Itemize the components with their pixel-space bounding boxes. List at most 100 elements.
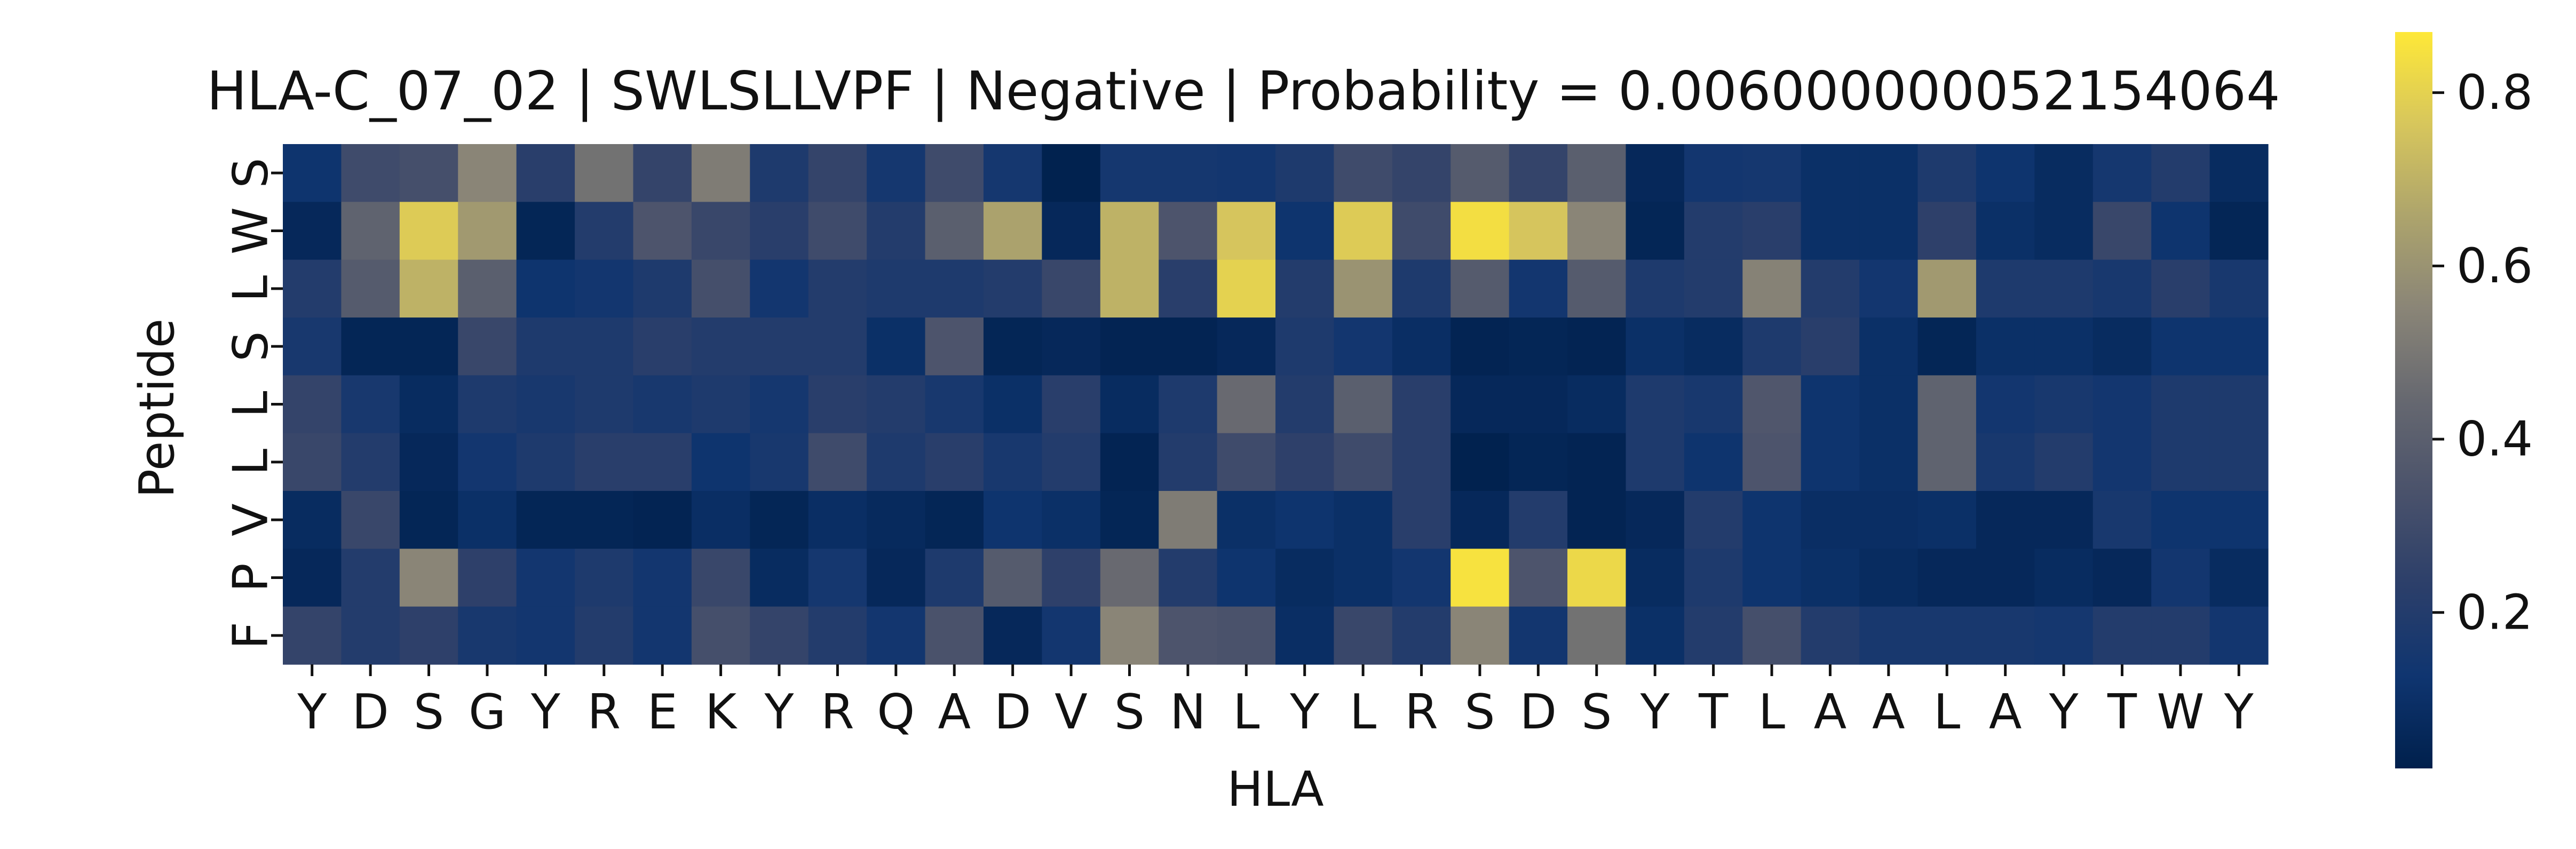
heatmap-cell — [1217, 375, 1276, 434]
heatmap-cell — [399, 318, 458, 376]
y-tick-label: F — [223, 622, 279, 649]
heatmap-cell — [1159, 606, 1218, 665]
heatmap-cell — [1451, 375, 1510, 434]
heatmap-cell — [1917, 318, 1977, 376]
heatmap-cell — [691, 144, 750, 202]
heatmap-cell — [1100, 606, 1159, 665]
heatmap-cell — [925, 491, 984, 549]
heatmap-cell — [1334, 259, 1393, 318]
heatmap-cell — [1567, 318, 1627, 376]
heatmap-cell — [1859, 549, 1919, 607]
heatmap-cell — [808, 491, 867, 549]
heatmap-cell — [516, 259, 575, 318]
heatmap-cell — [1917, 549, 1977, 607]
heatmap-cell — [399, 433, 458, 491]
heatmap-cell — [1742, 491, 1802, 549]
heatmap-cell — [691, 606, 750, 665]
heatmap-cell — [1917, 202, 1977, 260]
heatmap-cell — [1801, 202, 1860, 260]
x-tick-label: A — [1814, 684, 1847, 740]
heatmap-cell — [575, 202, 634, 260]
colorbar-tick-label: 0.6 — [2456, 238, 2533, 294]
heatmap-cell — [2151, 491, 2210, 549]
heatmap-cell — [1451, 144, 1510, 202]
heatmap-cell — [925, 433, 984, 491]
x-tick-label: A — [1872, 684, 1905, 740]
heatmap-cell — [925, 375, 984, 434]
heatmap-cell — [283, 318, 342, 376]
y-tick-label: L — [223, 391, 279, 417]
colorbar-ticks: 0.2 0.4 0.6 0.8 — [2432, 65, 2533, 640]
heatmap-cell — [341, 606, 400, 665]
heatmap-cell — [575, 259, 634, 318]
heatmap-cell — [458, 606, 517, 665]
heatmap-cell — [1100, 433, 1159, 491]
heatmap-cell — [2092, 375, 2152, 434]
x-tick-label: D — [994, 684, 1031, 740]
heatmap-cell — [750, 144, 809, 202]
heatmap-cell — [633, 433, 692, 491]
heatmap-cell — [1976, 259, 2035, 318]
heatmap-cell — [1159, 549, 1218, 607]
heatmap-cell — [2209, 491, 2269, 549]
chart-title: HLA-C_07_02 | SWLSLLVPF | Negative | Pro… — [207, 60, 2280, 122]
heatmap-cell — [399, 144, 458, 202]
heatmap-cell — [2092, 318, 2152, 376]
heatmap-cell — [341, 433, 400, 491]
heatmap-cell — [1801, 549, 1860, 607]
heatmap-cell — [1392, 259, 1451, 318]
heatmap-cell — [1801, 144, 1860, 202]
heatmap-cell — [1100, 549, 1159, 607]
heatmap-cell — [2092, 144, 2152, 202]
x-tick-label: D — [1520, 684, 1557, 740]
heatmap-cell — [1275, 375, 1335, 434]
heatmap-cell — [925, 202, 984, 260]
heatmap-cell — [633, 491, 692, 549]
heatmap-cell — [983, 433, 1042, 491]
heatmap-cell — [2151, 606, 2210, 665]
heatmap-cell — [691, 259, 750, 318]
x-tick-label: Y — [2049, 684, 2079, 740]
x-tick-label: W — [2157, 684, 2204, 740]
x-tick-label: E — [647, 684, 678, 740]
heatmap-cell — [1275, 144, 1335, 202]
heatmap-cell — [983, 375, 1042, 434]
heatmap-cell — [2151, 318, 2210, 376]
heatmap-cell — [1392, 491, 1451, 549]
heatmap-cell — [2151, 259, 2210, 318]
heatmap-cell — [1626, 549, 1685, 607]
heatmap-cell — [1042, 549, 1101, 607]
heatmap-cell — [2034, 144, 2094, 202]
heatmap-cell — [1684, 375, 1743, 434]
heatmap-cell — [1859, 202, 1919, 260]
heatmap-cell — [2034, 433, 2094, 491]
colorbar-tick-label: 0.2 — [2456, 584, 2533, 640]
heatmap-cell — [1742, 318, 1802, 376]
heatmap-cell — [925, 549, 984, 607]
heatmap-cell — [633, 375, 692, 434]
heatmap-cell — [1626, 259, 1685, 318]
heatmap-cell — [1217, 433, 1276, 491]
heatmap-cell — [1684, 606, 1743, 665]
heatmap-cell — [2151, 375, 2210, 434]
heatmap-cell — [1509, 375, 1568, 434]
heatmap-cell — [575, 549, 634, 607]
heatmap-cell — [691, 433, 750, 491]
heatmap-cell — [516, 375, 575, 434]
heatmap-cell — [1392, 549, 1451, 607]
heatmap-cell — [1392, 318, 1451, 376]
x-tick-label: Y — [2224, 684, 2254, 740]
y-axis-label: Peptide — [129, 319, 185, 498]
heatmap-cell — [2209, 318, 2269, 376]
heatmap-cell — [1042, 433, 1101, 491]
heatmap-cell — [983, 259, 1042, 318]
heatmap-cell — [399, 491, 458, 549]
x-tick-label: L — [1233, 684, 1259, 740]
heatmap-cell — [283, 144, 342, 202]
heatmap-cell — [633, 144, 692, 202]
heatmap-cell — [1859, 606, 1919, 665]
heatmap-cell — [1451, 318, 1510, 376]
heatmap-cell — [341, 259, 400, 318]
heatmap-cell — [1567, 375, 1627, 434]
heatmap-cell — [808, 318, 867, 376]
